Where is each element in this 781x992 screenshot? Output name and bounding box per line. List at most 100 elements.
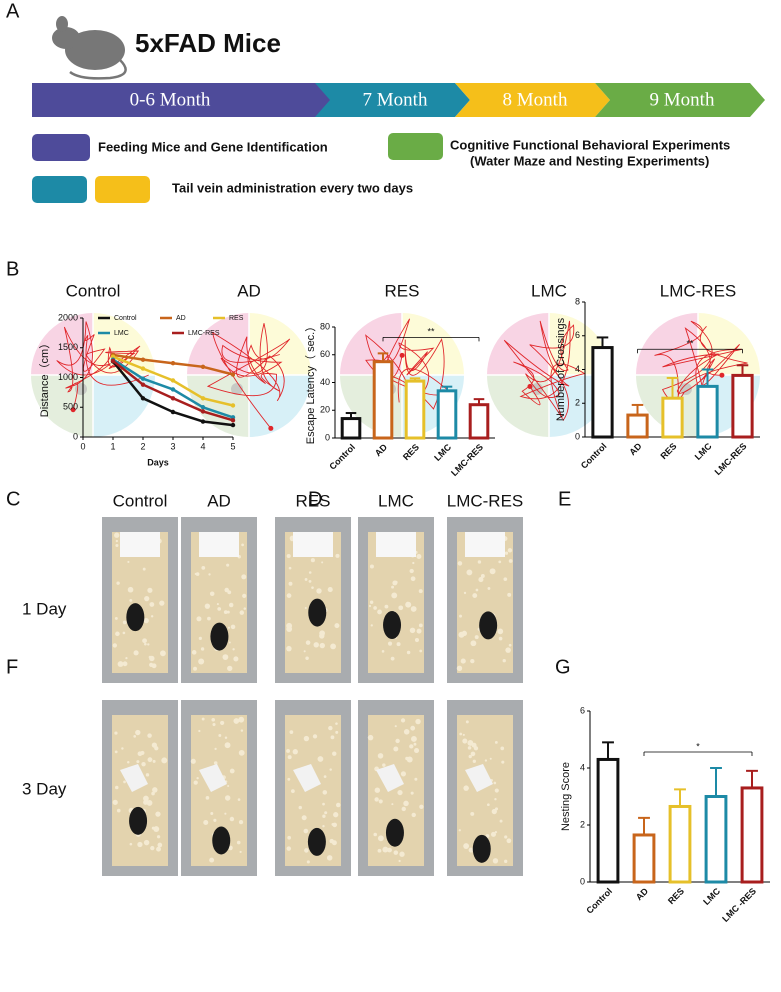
bedding-chip [391,803,394,806]
bedding-chip [319,642,325,649]
bedding-chip [410,725,416,731]
bedding-chip [153,826,160,833]
bedding-chip [146,800,153,806]
bedding-chip [305,656,309,661]
bedding-chip [472,759,477,763]
y-tick-label: 1000 [58,372,78,382]
bedding-chip [463,843,470,849]
bedding-chip [241,543,244,547]
bedding-chip [147,733,152,738]
bedding-chip [226,563,230,567]
significance: ** [427,327,435,337]
bedding-chip [396,642,401,647]
bedding-chip [468,847,474,853]
bedding-chip [228,602,234,608]
bedding-chip [377,609,382,615]
bedding-chip [467,740,474,746]
bedding-chip [114,750,118,754]
bedding-chip [243,607,247,610]
bedding-chip [208,573,211,576]
bedding-chip [332,751,337,756]
data-point [230,418,236,423]
bedding-chip [321,561,324,564]
bedding-chip [494,831,498,834]
bedding-chip [150,845,155,851]
bedding-chip [301,815,307,821]
bedding-chip [480,574,485,578]
x-tick-label: LMC -RES [720,886,758,924]
bedding-chip [303,735,310,742]
bedding-chip [160,650,166,657]
bedding-chip [157,842,163,848]
x-axis-label: Days [147,457,169,467]
bedding-chip [145,773,150,777]
bedding-chip [470,811,475,816]
bedding-chip [470,658,475,664]
bedding-chip [472,593,478,598]
bedding-chip [304,578,308,581]
legend-label: Control [114,315,137,322]
paper [199,764,227,792]
bedding-chip [289,730,294,734]
bedding-chip [286,553,291,558]
bedding-chip [498,560,502,564]
x-tick-label: RES [401,442,421,462]
bedding-chip [410,606,417,612]
bedding-chip [239,610,245,615]
bedding-chip [288,566,292,570]
y-tick-label: 2 [575,398,580,408]
y-tick-label: 0 [73,431,78,441]
bedding-chip [382,846,389,853]
bedding-chip [378,799,383,804]
bedding-chip [399,851,405,857]
bedding-chip [143,839,150,846]
bedding-chip [416,553,422,559]
data-point [230,403,236,408]
maze-quadrant [249,313,311,375]
bedding-chip [322,790,328,795]
group-label: LMC-RES [447,491,524,510]
bedding-chip [306,860,310,864]
bedding-chip [214,747,217,751]
bedding-chip [195,572,200,576]
bedding-chip [398,859,401,863]
bedding-chip [115,785,119,790]
bedding-chip [114,616,118,620]
bedding-chip [415,718,421,725]
data-point [230,372,236,377]
bar [626,413,649,439]
mouse [307,827,326,856]
bedding-chip [193,780,198,785]
x-tick-label: LMC [693,441,714,462]
bedding-chip [232,648,235,651]
bedding-chip [229,768,235,774]
bedding-chip [474,635,479,640]
bedding-chip [161,757,168,764]
stage-label: 9 Month [650,89,715,110]
bedding-chip [335,553,340,558]
bedding-chip [377,835,384,842]
bedding-chip [287,777,291,781]
y-tick-label: 4 [575,364,580,374]
group-label: LMC [378,491,414,510]
bedding-chip [224,736,228,740]
bedding-chip [201,566,206,570]
bedding-chip [460,658,466,664]
maze-quadrant [340,313,402,375]
bedding-chip [387,641,393,646]
bedding-chip [115,539,119,543]
bedding-chip [292,749,298,755]
y-axis-label: Distance（cm） [38,338,51,417]
bedding-chip [114,532,120,538]
bedding-chip [286,593,292,598]
x-tick-label: LMC-RES [713,441,749,477]
paper [120,764,148,792]
bedding-chip [486,803,490,807]
bedding-chip [122,620,127,625]
x-tick-label: 5 [230,441,235,451]
bedding-chip [112,799,118,805]
bedding-chip [335,722,338,725]
bedding-chip [504,859,508,864]
bedding-chip [503,577,508,582]
bedding-chip [468,754,472,759]
